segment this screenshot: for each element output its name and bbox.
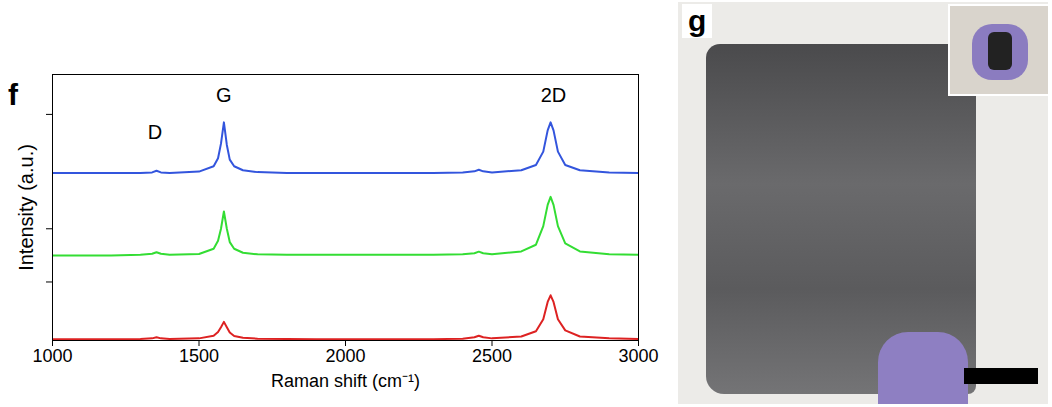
html-text:f: f	[8, 78, 18, 111]
svg-text:2000: 2000	[325, 346, 365, 366]
svg-text:3000: 3000	[618, 346, 658, 366]
html-text:g: g	[688, 4, 707, 37]
svg-text:Intensity (a.u.): Intensity (a.u.)	[15, 144, 37, 271]
svg-text:2D: 2D	[541, 84, 567, 106]
svg-text:G: G	[216, 84, 232, 106]
svg-text:Raman shift (cm⁻¹): Raman shift (cm⁻¹)	[271, 371, 420, 391]
svg-text:D: D	[148, 121, 162, 143]
svg-text:2500: 2500	[472, 346, 512, 366]
svg-text:1500: 1500	[179, 346, 219, 366]
svg-text:1000: 1000	[32, 346, 72, 366]
